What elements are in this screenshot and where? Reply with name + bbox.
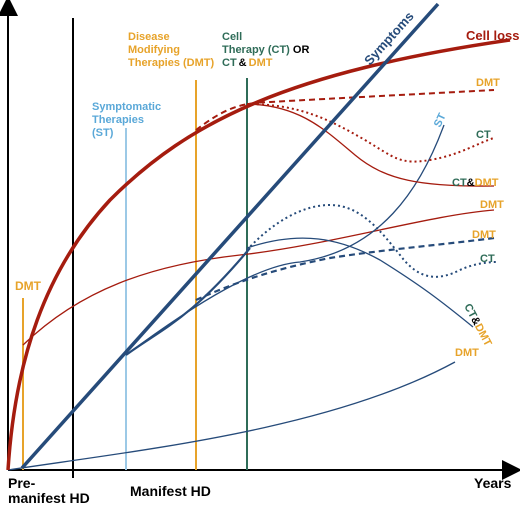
dmt-early-label: DMT [15,279,42,293]
dmt-header-3: Therapies (DMT) [128,57,215,69]
symptoms-bend-curve [125,247,251,356]
dmt-header-1: Disease [128,31,170,43]
dmt-header-2: Modifying [128,44,180,56]
st-label: ST [432,111,449,129]
ct-top-label: CT [476,129,491,141]
ct-header-3: CT & DMT [222,57,273,69]
cell-loss-curve [6,38,511,471]
ct-dmt-top-curve [246,103,495,187]
dmt-bottom-curve [7,361,456,471]
symptoms-line [20,2,440,470]
ct-header-2: Therapy (CT) OR [222,44,309,56]
dmt-mid-dashed [195,236,495,302]
dmt-mid-label: DMT [480,199,504,211]
x-axis-label: Years [474,475,512,491]
manifest-label: Manifest HD [130,483,211,499]
dmt-low-label: DMT [472,229,496,241]
st-header-2: Therapies [92,114,144,126]
ct-top-dotted [246,103,495,163]
pre-manifest-label-2: manifest HD [8,490,90,505]
ct-low-dotted [246,203,497,278]
ct-header-1: Cell [222,31,242,43]
st-header-3: (ST) [92,127,114,139]
pre-manifest-label-1: Pre- [8,475,36,491]
ct-dmt-low-curve [246,237,474,328]
ct-dmt-top-label: CT&DMT [452,177,499,189]
cell-loss-label: Cell loss [466,28,519,43]
dmt-early-curve [22,209,495,346]
ct-low-label: CT [480,253,495,265]
dmt-bottom-label: DMT [455,347,479,359]
dmt-top-dashed [195,89,495,131]
ct-dmt-low-label: CT&DMT [461,302,494,349]
st-curve [125,124,445,356]
dmt-top-label: DMT [476,77,500,89]
st-header-1: Symptomatic [92,101,161,113]
